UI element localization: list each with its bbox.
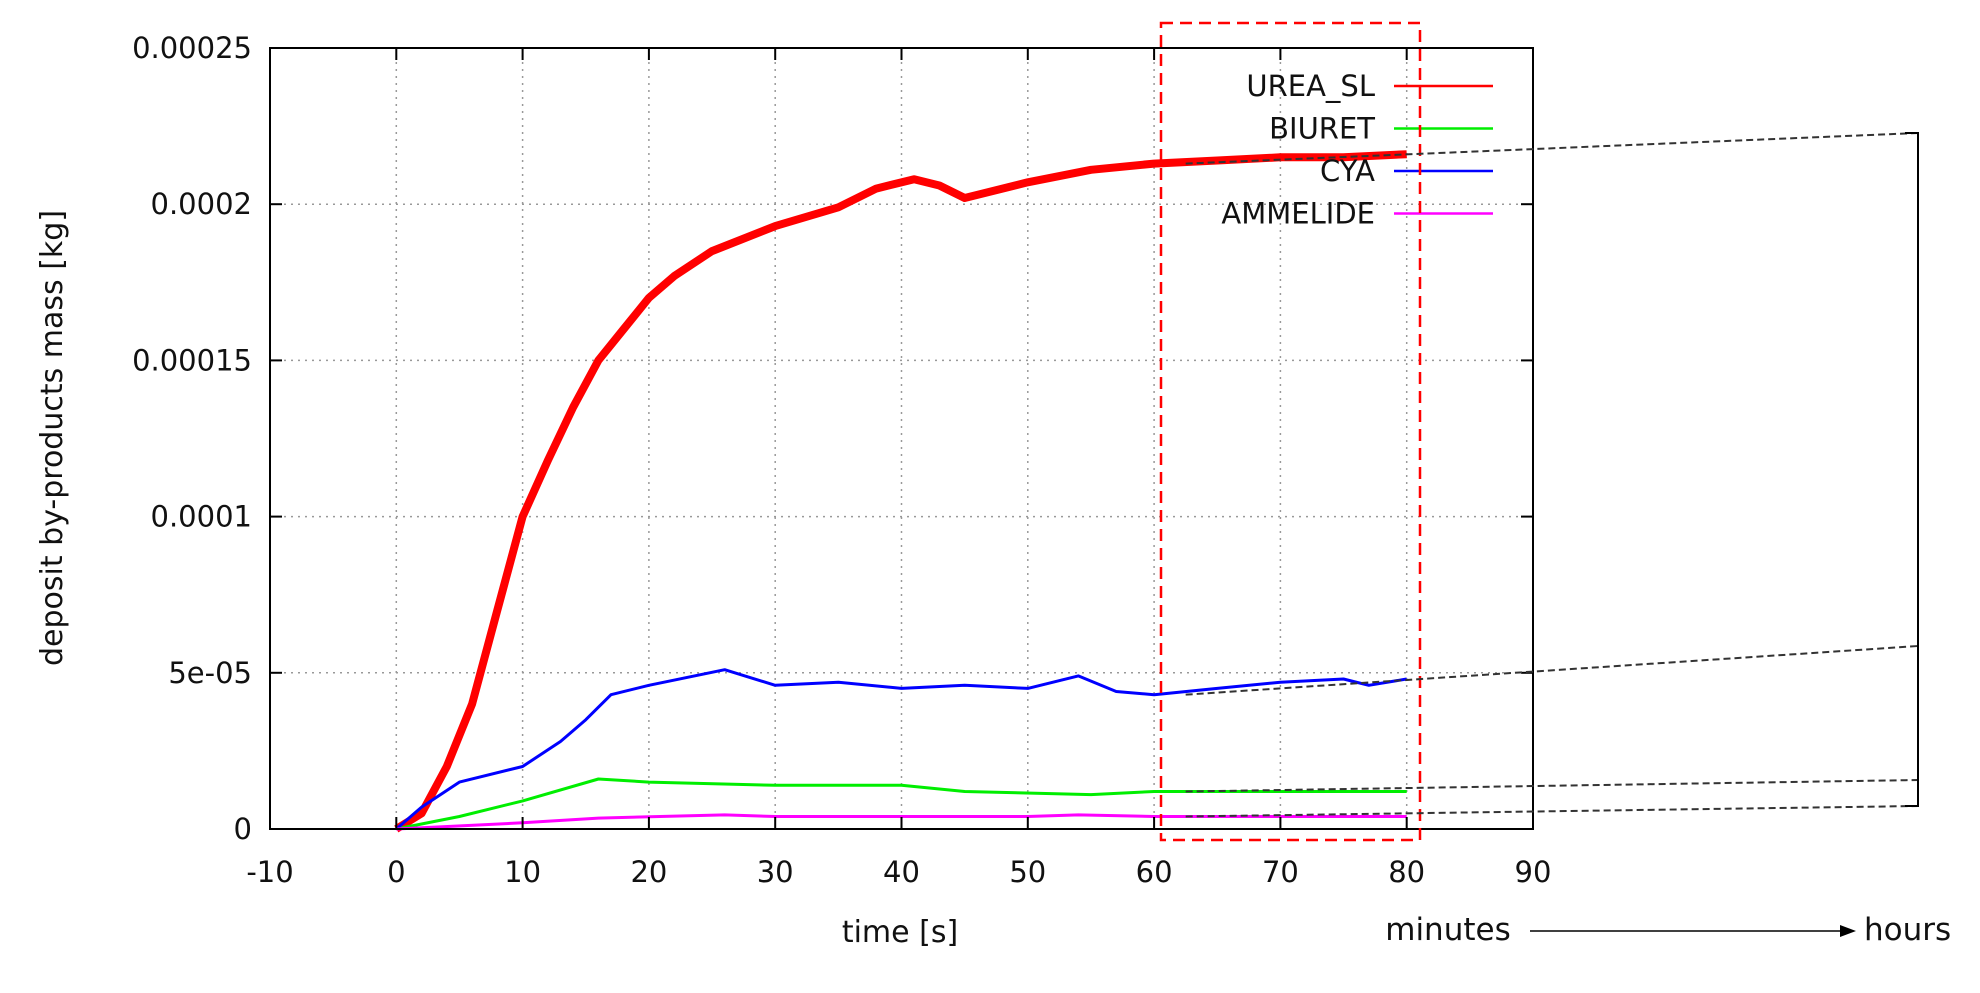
legend: UREA_SL BIURET CYA AMMELIDE [1221,69,1493,231]
x-tick-label: 10 [504,855,541,889]
x-tick-label: 0 [387,855,405,889]
series-line-cya [395,668,1407,831]
hours-label: hours [1864,912,1951,948]
zoom-connector-line [1185,805,1919,818]
highlight-box [1159,21,1422,842]
series-line-urea_sl [394,150,1407,833]
legend-label: UREA_SL [1246,69,1375,103]
y-tick-label: 0.0002 [151,187,252,221]
y-tick-label: 0.00025 [132,31,252,65]
x-tick-label: 70 [1262,855,1299,889]
y-axis-label: deposit by-products mass [kg] [35,210,70,666]
x-tick-label: 60 [1136,855,1173,889]
legend-label: CYA [1320,154,1375,188]
legend-label: BIURET [1269,112,1375,146]
bracket [1905,132,1919,807]
y-tick-label: 0 [234,812,252,846]
zoom-connector-lines [1185,132,1919,818]
x-tick-label: -10 [246,855,293,889]
arrow-head-icon [1840,925,1856,937]
series-line-ammelide [396,813,1407,831]
series-line-biuret [396,777,1407,831]
zoom-connector-line [1185,645,1919,696]
x-tick-label: 80 [1388,855,1425,889]
series-lines [394,150,1407,833]
zoom-connector-line [1185,779,1919,793]
x-tick-label: 20 [630,855,667,889]
y-tick-label: 5e-05 [168,656,252,690]
zoom-connector-line [1185,132,1919,165]
x-axis-label: time [s] [842,915,958,950]
x-tick-label: 40 [883,855,920,889]
legend-label: AMMELIDE [1221,197,1375,231]
ticks: -10 0 10 20 30 40 50 60 70 80 90 0 5e-05 0.0001 0.0001… [132,31,1551,889]
minutes-label: minutes [1385,912,1510,948]
x-tick-label: 50 [1009,855,1046,889]
x-tick-label: 30 [757,855,794,889]
y-tick-label: 0.0001 [151,500,252,534]
x-tick-label: 90 [1515,855,1552,889]
y-tick-label: 0.00015 [132,343,252,377]
